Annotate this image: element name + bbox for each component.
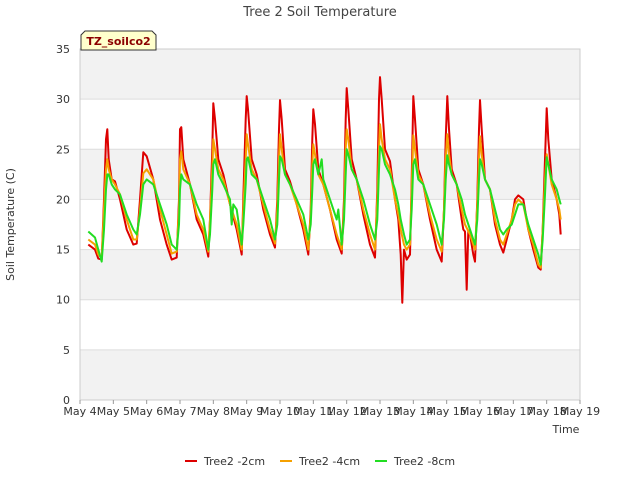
plot-band <box>80 349 580 400</box>
y-tick-label: 0 <box>63 394 70 407</box>
x-tick-label: May 16 <box>460 405 500 418</box>
x-tick-label: May 13 <box>360 405 400 418</box>
x-tick-label: May 19 <box>560 405 600 418</box>
x-tick-label: May 14 <box>393 405 433 418</box>
x-tick-label: May 7 <box>163 405 196 418</box>
series-group <box>87 76 562 304</box>
legend: Tree2 -2cm Tree2 -4cm Tree2 -8cm <box>185 455 455 468</box>
x-tick-label: May 17 <box>493 405 533 418</box>
x-tick-label: May 9 <box>230 405 263 418</box>
plot-area <box>80 49 580 400</box>
station-tag-box <box>80 30 157 51</box>
y-axis-ticks: 0 5 10 15 20 25 30 35 <box>56 43 70 407</box>
x-tick-label: May 4 <box>63 405 96 418</box>
y-tick-label: 20 <box>56 193 70 206</box>
plot-frame <box>79 48 581 401</box>
legend-label-1: Tree2 -2cm <box>203 455 265 468</box>
y-tick-label: 30 <box>56 93 70 106</box>
x-tick-label: May 10 <box>260 405 300 418</box>
plot-background <box>80 49 580 400</box>
y-axis-label: Soil Temperature (C) <box>4 168 17 281</box>
plot-band <box>80 249 580 300</box>
x-tick-label: May 8 <box>197 405 230 418</box>
y-tick-label: 15 <box>56 244 70 257</box>
x-axis-label: Time <box>552 423 580 436</box>
plot-band <box>80 49 580 100</box>
y-tick-label: 10 <box>56 294 70 307</box>
station-tag-label: TZ_soilco2 <box>86 35 150 48</box>
plot-band <box>80 149 580 200</box>
series-line-3 <box>87 145 562 266</box>
y-tick-label: 5 <box>63 344 70 357</box>
x-tick-label: May 5 <box>97 405 130 418</box>
x-tick-label: May 11 <box>293 405 333 418</box>
chart-title: Tree 2 Soil Temperature <box>242 5 397 20</box>
y-tick-label: 35 <box>56 43 70 56</box>
y-tick-label: 25 <box>56 143 70 156</box>
legend-label-2: Tree2 -4cm <box>298 455 360 468</box>
x-tick-label: May 15 <box>427 405 467 418</box>
x-tick-label: May 6 <box>130 405 163 418</box>
x-tick-label: May 12 <box>327 405 367 418</box>
x-tick-label: May 18 <box>527 405 567 418</box>
legend-label-3: Tree2 -8cm <box>393 455 455 468</box>
station-tag: TZ_soilco2 <box>80 30 157 51</box>
